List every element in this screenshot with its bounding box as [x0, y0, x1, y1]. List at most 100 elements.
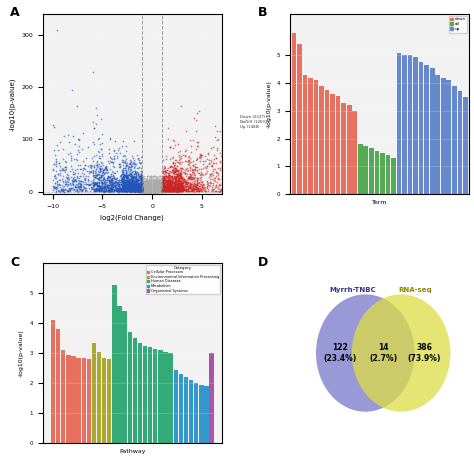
Point [144, 181, 151, 189]
Point [155, 181, 163, 189]
Point [149, 184, 157, 191]
Point [156, 184, 164, 191]
Point [148, 186, 156, 193]
Point [174, 172, 182, 180]
Point [153, 181, 160, 188]
Point [203, 155, 211, 163]
Point [174, 175, 182, 183]
Point [156, 186, 164, 193]
Point [141, 188, 148, 195]
Point [143, 186, 150, 193]
Point [149, 182, 157, 189]
Point [148, 186, 155, 193]
Point [146, 188, 154, 195]
Point [143, 187, 151, 194]
Point [144, 180, 152, 187]
Point [152, 187, 159, 195]
Point [147, 180, 155, 187]
Point [118, 186, 125, 193]
Point [139, 186, 147, 194]
Point [154, 186, 162, 194]
Point [155, 184, 163, 191]
Point [151, 182, 158, 189]
Point [163, 186, 170, 193]
Point [147, 187, 155, 194]
Point [153, 188, 161, 195]
Point [126, 181, 134, 189]
Point [132, 179, 139, 186]
Point [149, 187, 157, 195]
Point [142, 187, 149, 195]
Point [213, 179, 221, 186]
Point [49, 122, 57, 129]
Point [149, 180, 157, 187]
Point [90, 163, 98, 170]
Point [154, 183, 162, 191]
Point [157, 187, 165, 194]
Bar [148, 347, 152, 443]
Point [152, 184, 159, 191]
Point [158, 187, 166, 194]
Point [153, 184, 160, 191]
Point [143, 187, 151, 194]
Point [168, 186, 176, 193]
Point [143, 185, 151, 192]
Point [179, 182, 186, 189]
Point [130, 187, 137, 195]
Point [142, 186, 150, 193]
Point [147, 183, 155, 190]
Point [148, 185, 155, 192]
Point [147, 186, 155, 193]
Point [70, 177, 78, 185]
Point [134, 182, 141, 190]
Point [155, 182, 163, 190]
Point [132, 172, 139, 179]
Point [157, 183, 165, 191]
Point [137, 170, 145, 178]
Point [145, 186, 152, 193]
Point [153, 185, 161, 192]
Point [150, 186, 158, 193]
Point [146, 183, 153, 191]
Point [147, 183, 155, 190]
Point [151, 187, 158, 195]
Point [139, 186, 147, 193]
Point [143, 185, 150, 192]
Point [143, 186, 150, 193]
Point [138, 185, 146, 192]
Point [148, 186, 155, 193]
Point [158, 187, 166, 195]
Point [178, 184, 185, 191]
Point [129, 186, 137, 193]
Point [129, 178, 137, 186]
Point [144, 187, 151, 194]
Point [137, 175, 144, 182]
Point [149, 185, 157, 192]
Point [154, 186, 161, 193]
Point [149, 186, 157, 193]
Point [181, 186, 189, 193]
Point [149, 186, 156, 193]
Point [141, 184, 148, 191]
Point [146, 186, 154, 193]
Point [101, 170, 109, 177]
Bar [369, 149, 374, 194]
Point [140, 185, 147, 192]
Point [138, 184, 146, 191]
Point [119, 174, 127, 181]
Point [164, 181, 172, 188]
Point [153, 188, 160, 195]
Point [148, 186, 155, 193]
Point [151, 183, 159, 190]
Point [140, 187, 148, 195]
Point [142, 187, 150, 195]
Point [152, 187, 160, 194]
Point [152, 182, 160, 190]
Point [138, 187, 146, 195]
Point [138, 187, 146, 195]
Point [143, 187, 150, 195]
Point [150, 186, 158, 194]
Point [149, 185, 157, 192]
Point [152, 188, 160, 195]
Bar [76, 357, 81, 443]
